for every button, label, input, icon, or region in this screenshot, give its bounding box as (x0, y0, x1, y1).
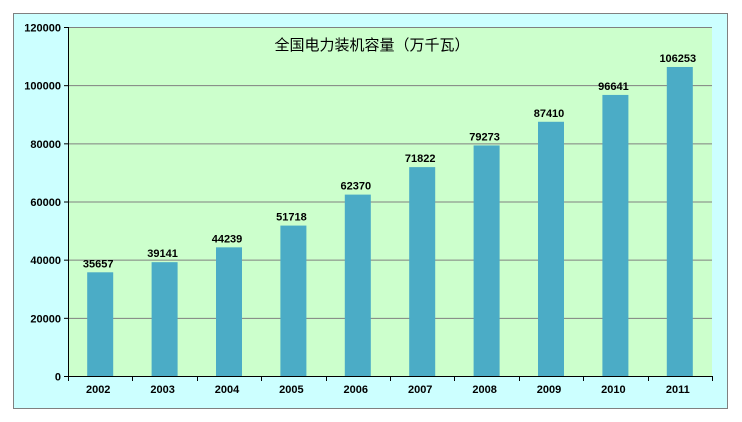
data-label: 96641 (598, 81, 629, 93)
x-tick-label: 2010 (601, 384, 625, 396)
x-tick-label: 2006 (344, 384, 368, 396)
data-label: 35657 (83, 258, 114, 270)
data-label: 87410 (534, 108, 565, 120)
x-tick-label: 2007 (408, 384, 432, 396)
y-tick-label: 80000 (30, 139, 61, 151)
x-tick-label: 2003 (150, 384, 174, 396)
bar (344, 194, 371, 376)
bar (409, 167, 436, 376)
y-tick-label: 120000 (24, 23, 61, 35)
bar (151, 262, 178, 376)
y-tick-label: 0 (55, 372, 61, 384)
y-tick-label: 40000 (30, 255, 61, 267)
data-label: 62370 (341, 181, 372, 193)
x-tick-label: 2004 (215, 384, 240, 396)
data-label: 79273 (469, 131, 500, 143)
x-tick-label: 2009 (537, 384, 561, 396)
bar (87, 272, 114, 376)
data-label: 106253 (659, 53, 696, 65)
x-tick-label: 2002 (86, 384, 110, 396)
data-label: 51718 (276, 212, 307, 224)
bar (216, 247, 242, 376)
y-tick-label: 100000 (24, 81, 61, 93)
y-tick-label: 20000 (30, 313, 61, 325)
data-label: 39141 (147, 248, 178, 260)
bar (280, 225, 307, 376)
chart-title: 全国电力装机容量（万千瓦） (274, 36, 469, 54)
bar (602, 94, 629, 376)
x-tick-label: 2008 (472, 384, 496, 396)
data-label: 71822 (405, 153, 436, 165)
data-label: 44239 (212, 233, 243, 245)
x-tick-label: 2011 (666, 384, 690, 396)
y-tick-label: 60000 (30, 197, 61, 209)
bar (666, 66, 693, 376)
bar (473, 145, 500, 376)
x-tick-label: 2005 (279, 384, 303, 396)
bar (538, 121, 564, 376)
